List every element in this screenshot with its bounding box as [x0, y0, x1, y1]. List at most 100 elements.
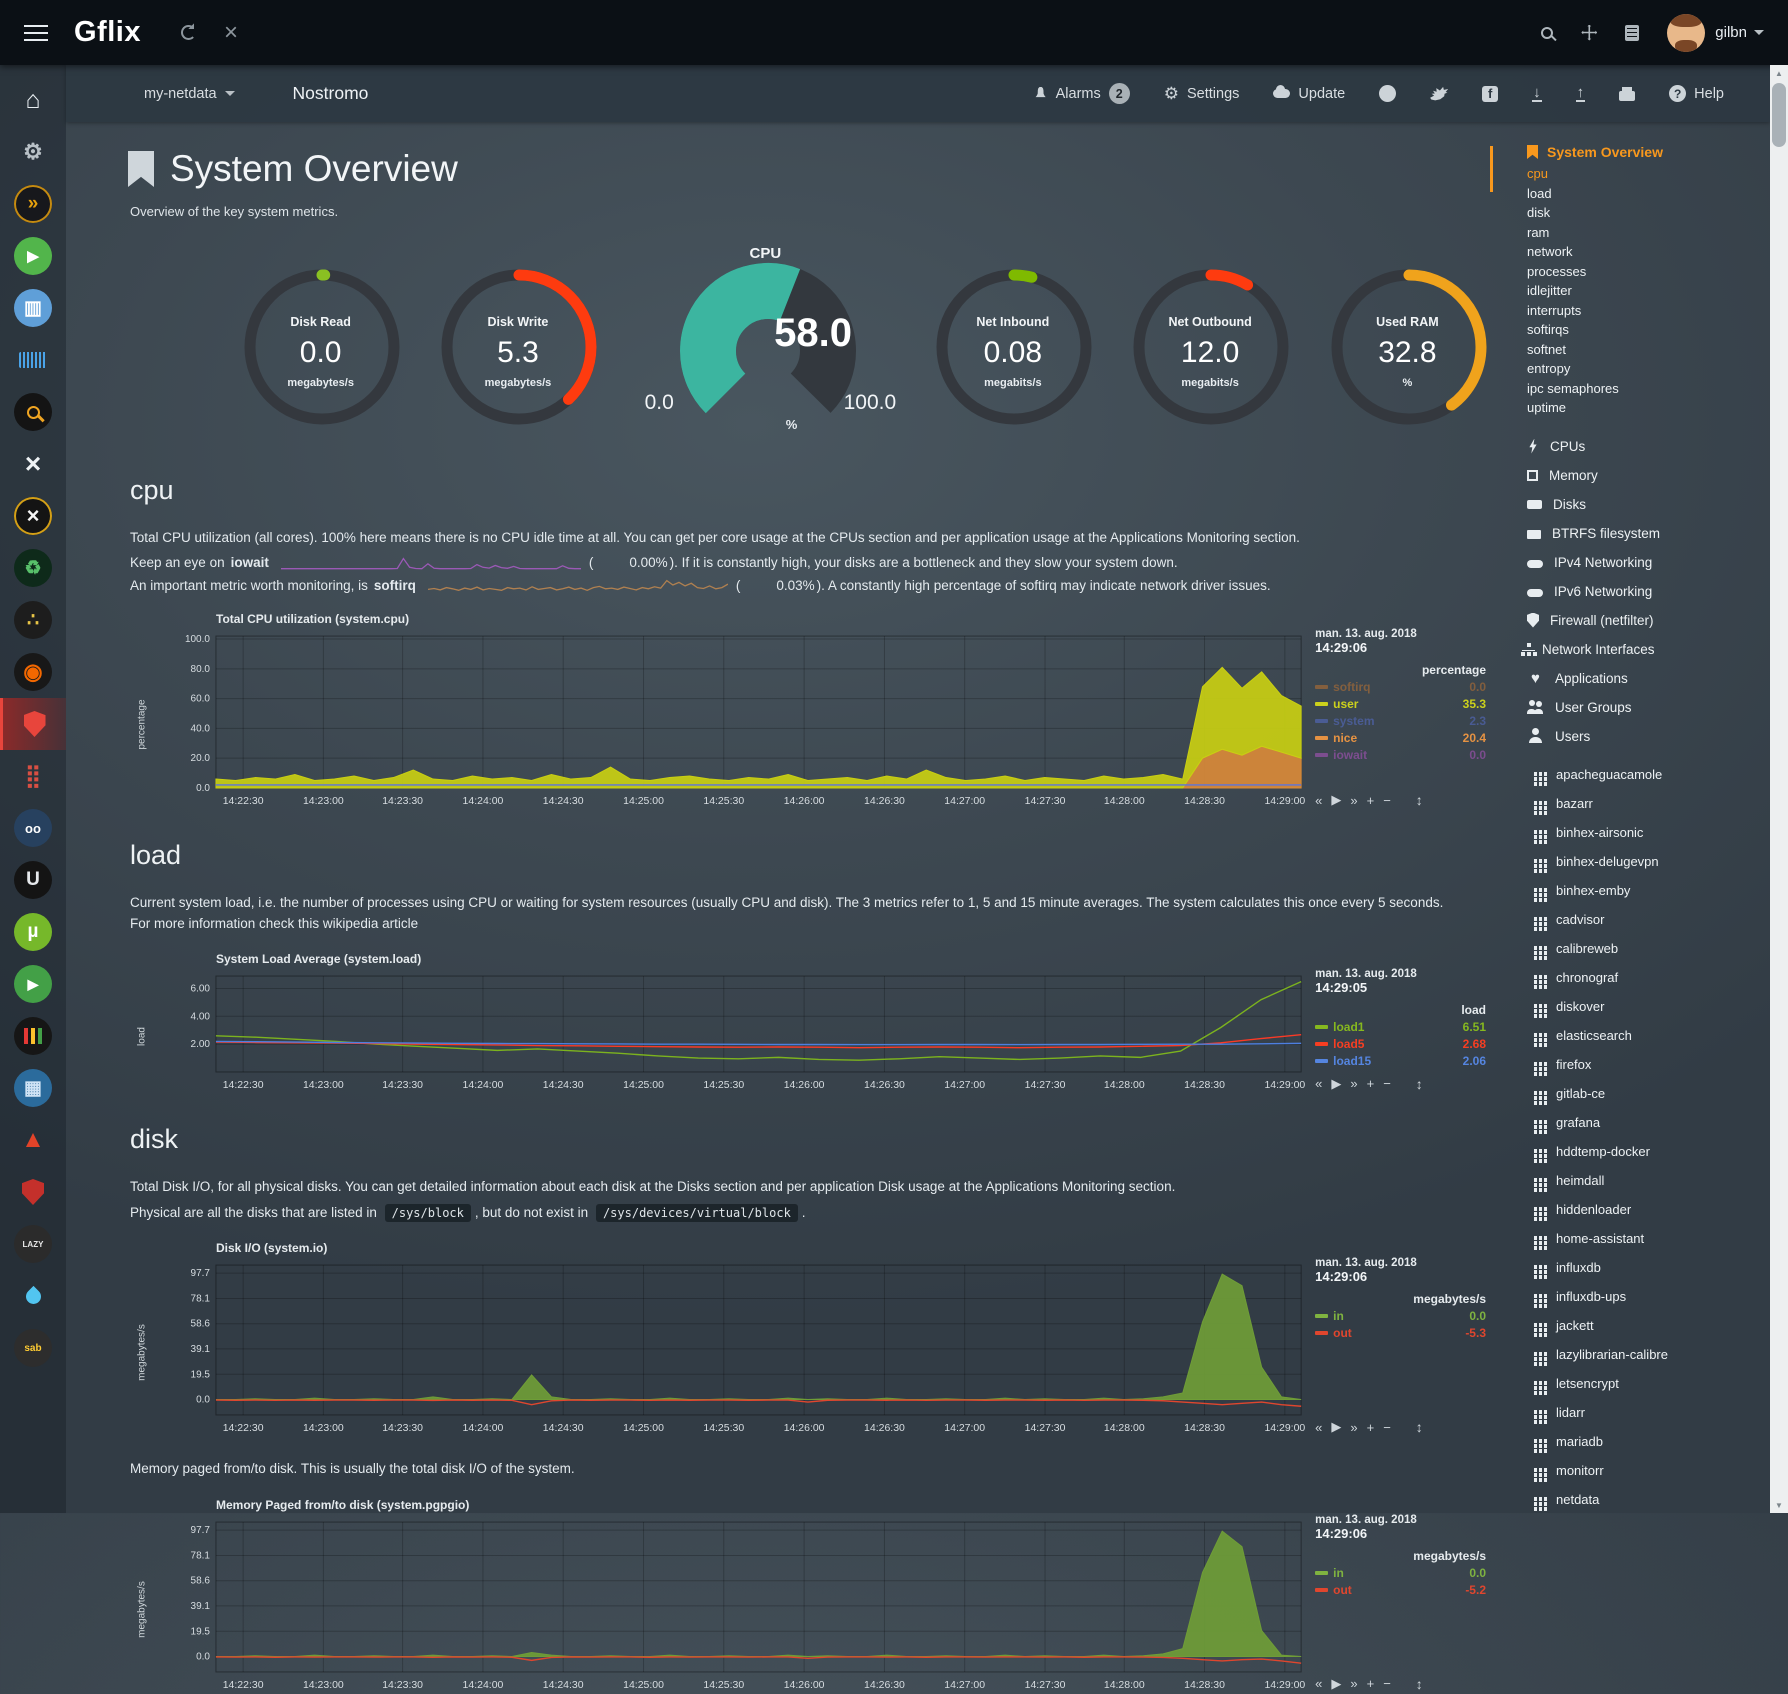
chart-pan-forward[interactable]: »: [1350, 1076, 1357, 1091]
sidebar-app-gitlab[interactable]: ▲: [0, 1114, 66, 1166]
nav-section-ipv4-networking[interactable]: IPv4 Networking: [1527, 548, 1770, 577]
nav-app-gitlab-ce[interactable]: gitlab-ce: [1527, 1079, 1770, 1108]
nav-app-bazarr[interactable]: bazarr: [1527, 789, 1770, 818]
help-button[interactable]: ? Help: [1669, 85, 1724, 102]
nav-section-users[interactable]: Users: [1527, 722, 1770, 751]
sidebar-app-plex[interactable]: »: [0, 178, 66, 230]
alarms-button[interactable]: Alarms 2: [1034, 83, 1130, 104]
sidebar-app-owncloud[interactable]: oo: [0, 802, 66, 854]
sidebar-app-shield-dark[interactable]: [0, 1166, 66, 1218]
chart-play[interactable]: ▶: [1331, 1076, 1341, 1092]
server-dropdown[interactable]: my-netdata: [144, 86, 235, 102]
nav-app-diskover[interactable]: diskover: [1527, 992, 1770, 1021]
scrollbar[interactable]: ▲ ▼: [1770, 65, 1788, 1513]
chart-pan-forward[interactable]: »: [1350, 793, 1357, 808]
nav-section-system-overview[interactable]: System Overview: [1527, 144, 1770, 160]
nav-link-ipc-semaphores[interactable]: ipc semaphores: [1527, 379, 1770, 399]
chart-play[interactable]: ▶: [1331, 1419, 1341, 1435]
nav-app-heimdall[interactable]: heimdall: [1527, 1166, 1770, 1195]
chart-play[interactable]: ▶: [1331, 1676, 1341, 1692]
nav-app-lazylibrarian-calibre[interactable]: lazylibrarian-calibre: [1527, 1340, 1770, 1369]
nav-app-binhex-emby[interactable]: binhex-emby: [1527, 876, 1770, 905]
gauge-used-ram[interactable]: Used RAM 32.8 %: [1325, 263, 1490, 431]
sidebar-app-magnifier[interactable]: [0, 386, 66, 438]
chart-zoom-in[interactable]: +: [1367, 1420, 1375, 1435]
scrollbar-thumb[interactable]: [1772, 83, 1786, 147]
nav-app-calibreweb[interactable]: calibreweb: [1527, 934, 1770, 963]
scrollbar-down-arrow[interactable]: ▼: [1770, 1497, 1788, 1513]
nav-app-influxdb[interactable]: influxdb: [1527, 1253, 1770, 1282]
github-button[interactable]: [1379, 85, 1396, 102]
nav-app-chronograf[interactable]: chronograf: [1527, 963, 1770, 992]
sidebar-app-drop[interactable]: [0, 1270, 66, 1322]
nav-link-softnet[interactable]: softnet: [1527, 340, 1770, 360]
legend-item-out[interactable]: out -5.3: [1315, 1326, 1486, 1340]
sidebar-app-shield-red[interactable]: [0, 698, 66, 750]
sidebar-app-nodes[interactable]: ∴: [0, 594, 66, 646]
chart-resize-handle[interactable]: ↕: [1416, 1676, 1423, 1692]
sidebar-app-home[interactable]: ⌂: [0, 74, 66, 126]
nav-app-jackett[interactable]: jackett: [1527, 1311, 1770, 1340]
legend-item-load15[interactable]: load15 2.06: [1315, 1054, 1486, 1068]
nav-section-btrfs-filesystem[interactable]: BTRFS filesystem: [1527, 519, 1770, 548]
nav-section-applications[interactable]: Applications: [1527, 664, 1770, 693]
sidebar-app-sab[interactable]: sab: [0, 1322, 66, 1374]
chart-zoom-out[interactable]: −: [1383, 1420, 1391, 1435]
chart-zoom-in[interactable]: +: [1367, 793, 1375, 808]
nav-app-home-assistant[interactable]: home-assistant: [1527, 1224, 1770, 1253]
refresh-button[interactable]: [181, 25, 196, 40]
legend-item-system[interactable]: system 2.3: [1315, 714, 1486, 728]
nav-link-interrupts[interactable]: interrupts: [1527, 301, 1770, 321]
hamburger-menu-icon[interactable]: [24, 32, 48, 34]
chart-pan-backward[interactable]: «: [1315, 1676, 1322, 1691]
legend-item-softirq[interactable]: softirq 0.0: [1315, 680, 1486, 694]
nav-section-network-interfaces[interactable]: Network Interfaces: [1527, 635, 1770, 664]
chart-resize-handle[interactable]: ↕: [1416, 792, 1423, 808]
scrollbar-up-arrow[interactable]: ▲: [1770, 65, 1788, 81]
sidebar-app-unraid[interactable]: U: [0, 854, 66, 906]
sidebar-app-utorrent[interactable]: µ: [0, 906, 66, 958]
sidebar-app-play-circle[interactable]: ▶: [0, 958, 66, 1010]
chart-pan-backward[interactable]: «: [1315, 1076, 1322, 1091]
twitter-button[interactable]: [1430, 86, 1448, 101]
nav-section-disks[interactable]: Disks: [1527, 490, 1770, 519]
chart-play[interactable]: ▶: [1331, 792, 1341, 808]
chart-pan-backward[interactable]: «: [1315, 793, 1322, 808]
legend-item-load1[interactable]: load1 6.51: [1315, 1020, 1486, 1034]
sidebar-app-dots-red[interactable]: ⣿: [0, 750, 66, 802]
fullscreen-button[interactable]: [1581, 25, 1597, 41]
sidebar-app-play-green[interactable]: ▶: [0, 230, 66, 282]
sidebar-app-waveform[interactable]: [0, 334, 66, 386]
legend-item-out[interactable]: out -5.2: [1315, 1583, 1486, 1597]
facebook-button[interactable]: f: [1482, 86, 1498, 102]
sidebar-app-grafana[interactable]: ◉: [0, 646, 66, 698]
chart-zoom-out[interactable]: −: [1383, 793, 1391, 808]
chart-zoom-out[interactable]: −: [1383, 1676, 1391, 1691]
nav-app-grafana[interactable]: grafana: [1527, 1108, 1770, 1137]
nav-link-uptime[interactable]: uptime: [1527, 398, 1770, 418]
nav-link-processes[interactable]: processes: [1527, 262, 1770, 282]
nav-link-entropy[interactable]: entropy: [1527, 359, 1770, 379]
sidebar-app-cross-white[interactable]: ×: [0, 438, 66, 490]
nav-app-elasticsearch[interactable]: elasticsearch: [1527, 1021, 1770, 1050]
nav-link-ram[interactable]: ram: [1527, 223, 1770, 243]
nav-app-lidarr[interactable]: lidarr: [1527, 1398, 1770, 1427]
nav-app-firefox[interactable]: firefox: [1527, 1050, 1770, 1079]
legend-item-load5[interactable]: load5 2.68: [1315, 1037, 1486, 1051]
gauge-cpu[interactable]: CPU 58.0 0.0 100.0 %: [633, 249, 899, 445]
gauge-net-inbound[interactable]: Net Inbound 0.08 megabits/s: [930, 263, 1095, 431]
nav-section-memory[interactable]: Memory: [1527, 461, 1770, 490]
nav-app-monitorr[interactable]: monitorr: [1527, 1456, 1770, 1485]
chart-pan-forward[interactable]: »: [1350, 1676, 1357, 1691]
nav-section-user-groups[interactable]: User Groups: [1527, 693, 1770, 722]
settings-button[interactable]: ⚙ Settings: [1164, 85, 1240, 102]
chart-pan-forward[interactable]: »: [1350, 1420, 1357, 1435]
nav-app-influxdb-ups[interactable]: influxdb-ups: [1527, 1282, 1770, 1311]
nav-link-cpu[interactable]: cpu: [1527, 164, 1770, 184]
close-button[interactable]: ×: [224, 25, 238, 40]
sidebar-app-recycle[interactable]: ♻: [0, 542, 66, 594]
legend-item-user[interactable]: user 35.3: [1315, 697, 1486, 711]
